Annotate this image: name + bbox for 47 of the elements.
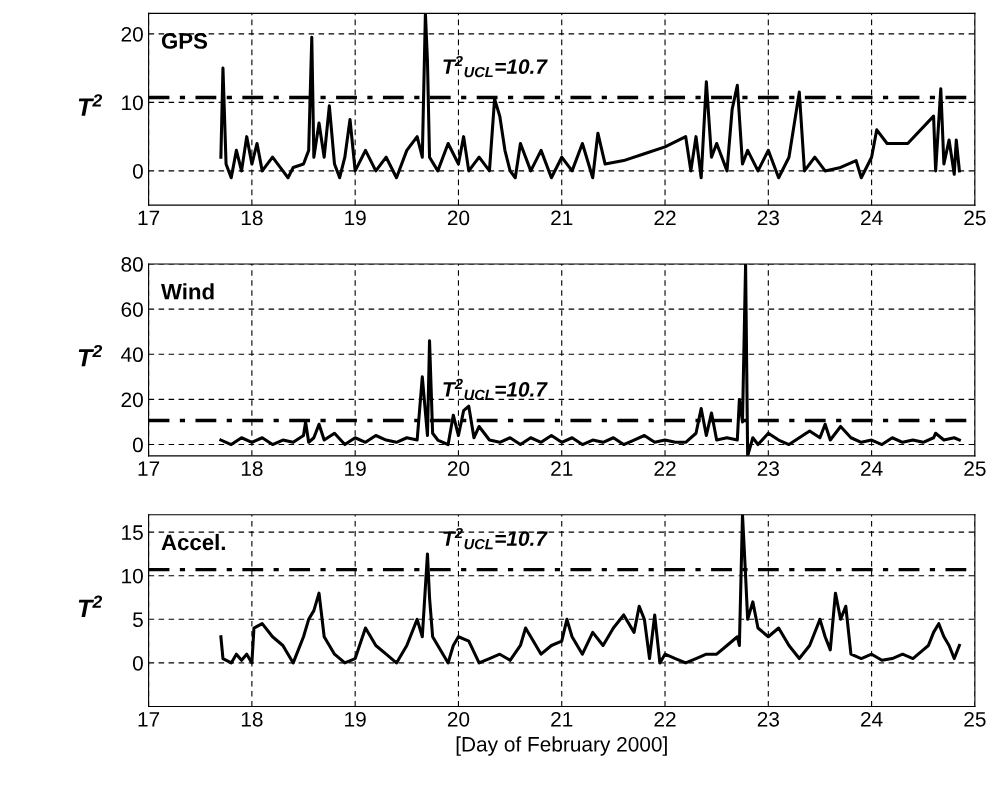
y-axis-title: T$^{2}$ xyxy=(78,344,103,367)
y-tick-label: 5 xyxy=(132,612,143,628)
y-axis-title: T$^{2}$ xyxy=(78,595,103,618)
x-tick-label: 21 xyxy=(551,210,573,226)
annotation: GPS xyxy=(161,33,208,49)
x-tick-label: 17 xyxy=(138,210,160,226)
x-tick-label: 23 xyxy=(757,210,779,226)
x-axis-title: [Day of February 2000] xyxy=(456,736,667,756)
x-tick-label: 18 xyxy=(241,461,263,476)
annotation: Accel. xyxy=(161,533,225,551)
x-tick-label: 25 xyxy=(964,711,986,727)
x-tick-label: 24 xyxy=(861,711,883,727)
x-tick-label: 25 xyxy=(964,461,986,476)
y-tick-label: 40 xyxy=(121,347,143,363)
y-tick-label: 0 xyxy=(132,655,143,671)
y-tick-label: 80 xyxy=(121,257,143,272)
x-tick-label: 17 xyxy=(138,461,160,476)
x-tick-label: 24 xyxy=(861,210,883,226)
x-tick-label: 22 xyxy=(654,210,676,226)
y-tick-label: 0 xyxy=(132,437,143,453)
ref-line-label: T$^{2}$$_{UCL}$=10.7 xyxy=(443,527,548,550)
y-tick-label: 15 xyxy=(122,525,143,540)
y-tick-label: 60 xyxy=(121,302,143,317)
y-tick-label: 20 xyxy=(121,392,143,408)
x-tick-label: 18 xyxy=(241,210,263,226)
x-tick-label: 20 xyxy=(447,711,470,727)
y-tick-label: 10 xyxy=(122,568,143,584)
x-tick-label: 18 xyxy=(241,711,263,727)
x-tick-label: 24 xyxy=(861,461,883,476)
x-tick-label: 23 xyxy=(757,711,779,727)
x-tick-label: 22 xyxy=(654,711,676,727)
y-tick-label: 10 xyxy=(122,95,143,111)
x-tick-label: 19 xyxy=(345,210,366,226)
x-tick-label: 21 xyxy=(551,461,573,476)
x-tick-label: 19 xyxy=(345,461,366,476)
x-tick-label: 20 xyxy=(447,210,470,226)
y-tick-label: 0 xyxy=(132,163,143,179)
x-tick-label: 23 xyxy=(757,461,779,476)
x-tick-label: 17 xyxy=(138,712,160,727)
x-tick-label: 21 xyxy=(551,711,573,727)
annotation: Wind xyxy=(161,283,214,300)
x-tick-label: 22 xyxy=(654,461,676,476)
x-tick-label: 25 xyxy=(964,210,986,226)
x-tick-label: 20 xyxy=(447,461,470,476)
y-axis-title: T$^{2}$ xyxy=(78,94,103,116)
x-tick-label: 19 xyxy=(345,711,366,727)
y-tick-label: 20 xyxy=(121,26,143,42)
